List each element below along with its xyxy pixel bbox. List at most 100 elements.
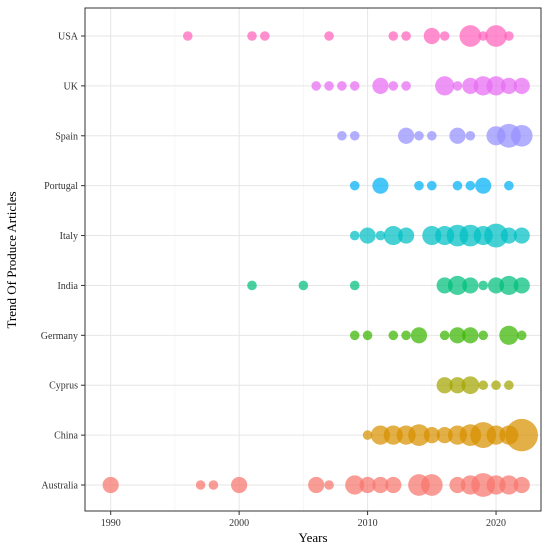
bubble-australia-2000 (231, 476, 248, 494)
x-tick-label: 1990 (101, 518, 121, 529)
bubble-germany-2012 (388, 330, 399, 341)
bubble-germany-2014 (410, 327, 428, 344)
bubble-germany-2019 (478, 330, 488, 341)
bubble-uk-2009 (349, 81, 360, 91)
bubble-germany-2009 (349, 330, 360, 341)
bubble-germany-2021 (499, 325, 519, 345)
bubble-uk-2018 (462, 77, 479, 94)
bubble-australia-2006 (308, 476, 325, 494)
bubble-portugal-2021 (504, 180, 514, 191)
bubble-italy-2009 (349, 230, 360, 241)
bubble-cyprus-2017 (449, 377, 466, 394)
bubble-spain-2008 (337, 130, 347, 141)
bubble-spain-2022 (510, 124, 533, 147)
bubble-uk-2013 (401, 81, 411, 91)
bubble-spain-2013 (398, 127, 415, 144)
y-tick-label: Australia (41, 481, 78, 492)
bubble-portugal-2011 (372, 177, 389, 194)
y-tick-label: China (54, 431, 78, 442)
bubble-china-2014 (408, 424, 430, 446)
bubble-australia-2021 (499, 475, 519, 495)
bubble-cyprus-2021 (504, 380, 514, 391)
bubble-india-2022 (513, 277, 530, 294)
bubble-uk-2022 (513, 77, 530, 94)
bubble-usa-2007 (324, 31, 334, 41)
bubble-portugal-2017 (452, 180, 463, 191)
bubble-usa-2016 (439, 31, 450, 41)
bubble-uk-2020 (486, 76, 506, 96)
bubble-spain-2014 (414, 130, 424, 141)
bubble-india-2021 (499, 275, 519, 296)
bubble-australia-2015 (420, 474, 443, 496)
bubble-italy-2011 (375, 230, 386, 241)
bubble-portugal-2014 (414, 180, 424, 191)
y-axis-title: Trend Of Produce Articles (4, 191, 19, 328)
x-axis: 1990 2000 2010 2020 (101, 511, 506, 529)
bubble-germany-2017 (449, 327, 466, 344)
bubble-italy-2020 (484, 223, 508, 248)
bubble-germany-2018 (462, 327, 479, 344)
bubble-spain-2017 (449, 127, 466, 144)
bubble-uk-2008 (337, 81, 347, 91)
bubble-china-2015 (423, 427, 440, 444)
bubble-australia-2012 (385, 476, 402, 494)
bubble-india-2018 (462, 277, 479, 294)
bubble-uk-2006 (311, 81, 322, 91)
bubble-usa-2012 (388, 31, 399, 41)
bubble-uk-2012 (388, 81, 399, 91)
bubble-spain-2018 (465, 130, 476, 141)
bubble-australia-2009 (345, 475, 365, 495)
bubble-australia-1990 (102, 476, 119, 494)
y-tick-label: India (57, 281, 78, 292)
bubble-uk-2016 (435, 76, 455, 96)
bubble-uk-2017 (452, 81, 463, 91)
bubble-germany-2022 (516, 330, 527, 341)
bubble-usa-2018 (459, 25, 482, 47)
bubble-cyprus-2019 (478, 380, 488, 391)
data-points (102, 25, 538, 497)
x-axis-title: Years (298, 530, 327, 545)
bubble-china-2010 (362, 430, 373, 440)
bubble-italy-2010 (359, 227, 376, 244)
bubble-germany-2010 (362, 330, 373, 341)
bubble-uk-2011 (372, 77, 389, 94)
bubble-italy-2012 (383, 225, 403, 246)
bubble-australia-2010 (359, 476, 376, 494)
bubble-usa-2001 (247, 31, 257, 41)
bubble-usa-2020 (485, 25, 507, 47)
bubble-italy-2022 (513, 227, 530, 244)
bubble-usa-2015 (423, 27, 440, 45)
bubble-spain-2009 (349, 130, 360, 141)
bubble-usa-1996 (182, 31, 193, 41)
bubble-germany-2013 (401, 330, 411, 341)
y-tick-label: Italy (60, 231, 78, 242)
bubble-australia-2007 (324, 480, 334, 490)
bubble-india-2016 (436, 277, 453, 294)
y-axis: Australia China Cyprus Germany India Italy Por… (41, 32, 85, 492)
bubble-australia-1997 (195, 480, 206, 490)
bubble-uk-2021 (500, 77, 517, 94)
bubble-uk-2007 (324, 81, 334, 91)
bubble-australia-2011 (372, 476, 389, 494)
bubble-portugal-2015 (427, 180, 437, 191)
y-tick-label: Spain (55, 131, 78, 142)
bubble-china-2022 (505, 418, 538, 452)
bubble-portugal-2009 (349, 180, 360, 191)
bubble-italy-2013 (398, 227, 415, 244)
bubble-india-2001 (247, 280, 257, 291)
bubble-usa-2013 (401, 31, 411, 41)
y-tick-label: Germany (41, 331, 78, 342)
bubble-portugal-2018 (465, 180, 476, 191)
x-tick-label: 2000 (229, 518, 249, 529)
bubble-cyprus-2018 (461, 376, 480, 395)
bubble-india-2019 (478, 280, 488, 291)
x-tick-label: 2020 (486, 518, 506, 529)
y-tick-label: Portugal (44, 181, 78, 192)
bubble-usa-2002 (260, 31, 270, 41)
bubble-australia-2017 (449, 476, 466, 494)
y-tick-label: USA (58, 32, 79, 43)
bubble-india-2005 (298, 280, 309, 291)
bubble-cyprus-2016 (436, 377, 453, 394)
bubble-italy-2021 (500, 227, 517, 244)
